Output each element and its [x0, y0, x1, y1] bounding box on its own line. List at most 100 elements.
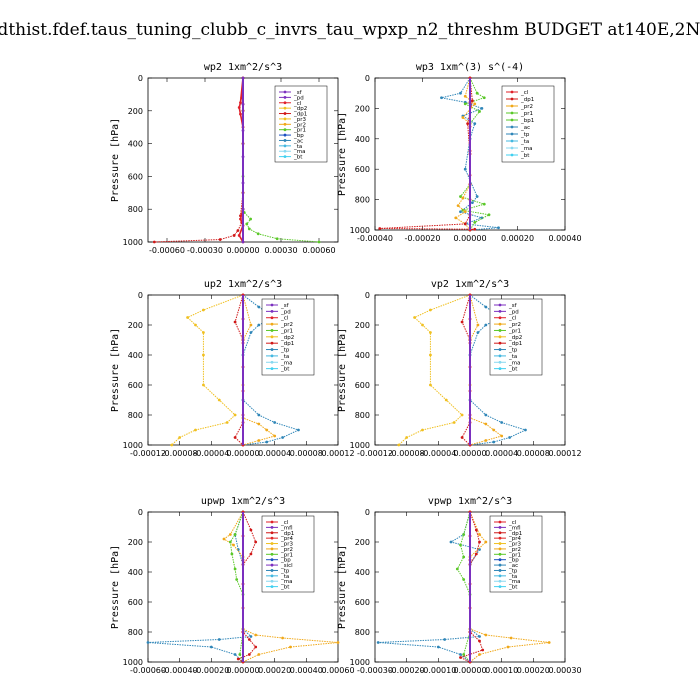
legend-marker	[283, 95, 287, 99]
x-tick-label: 0.00012	[321, 449, 354, 458]
legend-label: _ma	[280, 360, 292, 366]
legend-label: _bt	[508, 367, 518, 373]
legend-label: _pr1	[280, 328, 293, 334]
data-point_dp2	[452, 421, 456, 424]
legend-marker	[270, 542, 274, 545]
x-tick-label: -0.00020	[193, 666, 229, 675]
legend-marker	[498, 585, 502, 589]
legend-label: _pr4	[508, 536, 522, 542]
data-point_pr2	[289, 645, 292, 649]
series-line_dp2	[398, 294, 471, 446]
legend-marker	[498, 531, 502, 535]
y-tick-label: 1000	[123, 658, 143, 667]
legend-marker	[270, 360, 274, 364]
x-tick-label: 0.00020	[501, 234, 534, 243]
legend-label: _bt	[508, 585, 518, 591]
legend-label: _pr2	[520, 104, 533, 110]
legend-label: _ma	[508, 579, 520, 585]
data-point_pr1	[228, 540, 232, 544]
data-point_pr2	[484, 439, 488, 442]
legend-marker	[270, 531, 274, 535]
legend-label: _pr2	[508, 322, 521, 328]
data-point_tp	[257, 413, 261, 417]
y-tick-label: 400	[128, 568, 143, 577]
data-point_dp1	[236, 229, 240, 232]
legend-marker	[498, 309, 502, 313]
data-point_dp2	[421, 428, 424, 432]
x-tick-label: 0.00000	[226, 666, 259, 675]
chart-title: upwp 1xm^2/s^3	[201, 496, 285, 507]
series-line_pr2	[469, 511, 550, 663]
x-tick-label: 0.00010	[485, 666, 518, 675]
data-point_dp1	[233, 436, 237, 439]
y-tick-label: 200	[355, 538, 370, 547]
legend-label: _ma	[508, 360, 520, 366]
legend-marker	[270, 348, 274, 351]
legend-marker	[270, 341, 274, 345]
data-point_bp1	[482, 202, 486, 206]
x-tick-label: -0.00010	[420, 666, 456, 675]
data-point_tp	[484, 413, 488, 417]
y-tick-label: 800	[355, 196, 370, 205]
data-point_tp	[281, 436, 284, 439]
data-point_tp	[463, 167, 467, 171]
data-point_pr1	[247, 227, 251, 231]
data-point_dp2	[178, 436, 182, 439]
data-point_pr1	[462, 533, 466, 536]
data-point_dp1	[463, 222, 467, 226]
x-tick-label: 0.00008	[517, 449, 550, 458]
x-tick-label: 0.00040	[548, 234, 581, 243]
series-line_dp2	[171, 294, 244, 446]
data-point_dp2	[429, 331, 432, 334]
data-point_pr2	[484, 422, 488, 426]
data-point_tp	[484, 305, 488, 309]
chart-panel-2: wp3 1xm^(3) s^(-4)02004006008001000-0.00…	[337, 62, 582, 243]
legend-marker	[510, 97, 514, 101]
legend-marker	[283, 133, 287, 137]
data-point_pr2	[454, 216, 458, 220]
y-tick-label: 1000	[123, 441, 143, 450]
data-point_dp2	[429, 353, 432, 357]
data-point_dp1	[459, 656, 462, 659]
legend-marker	[498, 354, 502, 358]
chart-title: vpwp 1xm^2/s^3	[428, 496, 512, 507]
legend-label: _pr2	[280, 322, 293, 328]
legend-label: _pr3	[280, 542, 294, 548]
legend-label: _pr2	[293, 122, 306, 128]
legend-marker	[498, 558, 502, 562]
legend-marker	[510, 139, 514, 143]
y-tick-label: 1000	[350, 441, 370, 450]
legend-label: _ta	[280, 574, 289, 580]
y-tick-label: 800	[355, 628, 370, 637]
data-point_dp2	[405, 436, 409, 439]
data-point_dp2	[202, 353, 205, 357]
data-point_dp1	[233, 320, 237, 324]
legend-label: _bp	[280, 558, 291, 564]
data-point_dp1	[249, 528, 253, 532]
data-point_tp	[500, 421, 504, 424]
data-point_pr2	[281, 636, 284, 640]
data-point_tp	[480, 107, 484, 110]
legend-label: _dp1	[508, 341, 522, 347]
data-point_pr2	[257, 439, 261, 442]
x-tick-label: -0.00012	[130, 449, 166, 458]
legend-marker	[283, 144, 287, 148]
data-point_dp1	[473, 227, 477, 231]
y-tick-label: 200	[128, 107, 143, 116]
legend-marker	[498, 569, 502, 572]
y-axis-label: Pressure [hPa]	[337, 112, 348, 196]
x-tick-label: 0.00020	[517, 666, 550, 675]
x-tick-label: -0.00020	[405, 234, 441, 243]
y-tick-label: 800	[128, 205, 143, 214]
chart-panel-6: vpwp 1xm^2/s^302004006008001000-0.00030-…	[337, 496, 582, 675]
legend-label: _bt	[293, 155, 303, 161]
legend-marker	[498, 335, 502, 339]
data-point_dp1	[481, 648, 485, 652]
legend-label: _dp1	[520, 97, 534, 103]
x-tick-label: 0.00000	[226, 246, 259, 255]
series_dp1	[152, 76, 245, 244]
data-point_dp2	[170, 443, 174, 447]
legend-marker	[498, 303, 502, 307]
data-point_tp	[459, 653, 462, 656]
